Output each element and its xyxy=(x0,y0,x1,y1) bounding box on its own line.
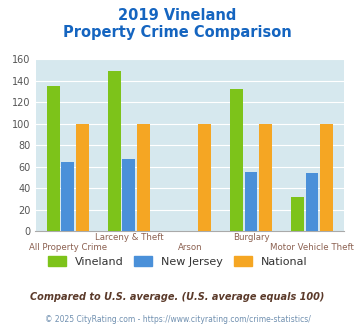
Bar xyxy=(76,124,89,231)
Legend: Vineland, New Jersey, National: Vineland, New Jersey, National xyxy=(43,251,312,271)
Bar xyxy=(259,124,272,231)
Text: Motor Vehicle Theft: Motor Vehicle Theft xyxy=(270,243,354,251)
Bar xyxy=(306,173,318,231)
Bar xyxy=(245,172,257,231)
Bar xyxy=(108,71,121,231)
Text: All Property Crime: All Property Crime xyxy=(29,243,107,251)
Text: © 2025 CityRating.com - https://www.cityrating.com/crime-statistics/: © 2025 CityRating.com - https://www.city… xyxy=(45,315,310,324)
Text: Larceny & Theft: Larceny & Theft xyxy=(94,233,163,242)
Text: Compared to U.S. average. (U.S. average equals 100): Compared to U.S. average. (U.S. average … xyxy=(30,292,325,302)
Bar xyxy=(198,124,211,231)
Text: Property Crime Comparison: Property Crime Comparison xyxy=(63,25,292,40)
Bar xyxy=(122,159,135,231)
Bar xyxy=(291,197,304,231)
Bar xyxy=(47,86,60,231)
Text: Burglary: Burglary xyxy=(233,233,269,242)
Text: 2019 Vineland: 2019 Vineland xyxy=(118,8,237,23)
Text: Arson: Arson xyxy=(178,243,202,251)
Bar xyxy=(137,124,150,231)
Bar xyxy=(61,162,74,231)
Bar xyxy=(320,124,333,231)
Bar xyxy=(230,89,243,231)
